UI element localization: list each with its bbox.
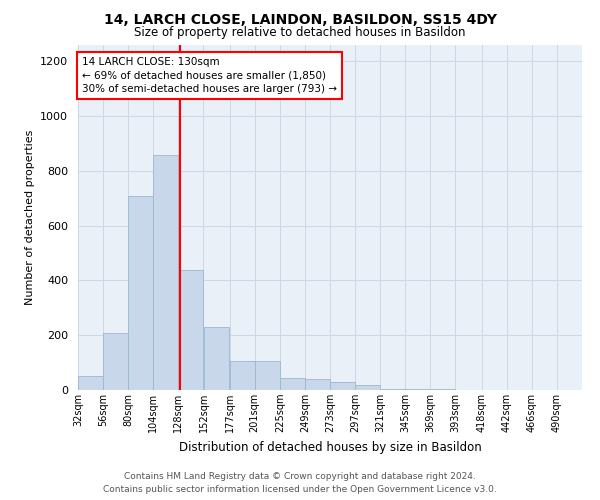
Bar <box>280 378 305 390</box>
X-axis label: Distribution of detached houses by size in Basildon: Distribution of detached houses by size … <box>179 440 481 454</box>
Bar <box>355 384 380 390</box>
Y-axis label: Number of detached properties: Number of detached properties <box>25 130 35 305</box>
Bar <box>380 388 405 390</box>
Text: Contains HM Land Registry data © Crown copyright and database right 2024.
Contai: Contains HM Land Registry data © Crown c… <box>103 472 497 494</box>
Bar <box>406 389 430 390</box>
Bar <box>305 379 330 390</box>
Bar <box>230 361 254 390</box>
Text: 14, LARCH CLOSE, LAINDON, BASILDON, SS15 4DY: 14, LARCH CLOSE, LAINDON, BASILDON, SS15… <box>104 12 497 26</box>
Bar <box>203 327 229 390</box>
Bar <box>128 196 153 390</box>
Bar <box>103 332 128 390</box>
Text: Size of property relative to detached houses in Basildon: Size of property relative to detached ho… <box>134 26 466 39</box>
Bar <box>179 270 203 390</box>
Bar <box>78 376 103 390</box>
Text: 14 LARCH CLOSE: 130sqm
← 69% of detached houses are smaller (1,850)
30% of semi-: 14 LARCH CLOSE: 130sqm ← 69% of detached… <box>82 58 337 94</box>
Bar <box>330 382 355 390</box>
Bar <box>255 361 280 390</box>
Bar <box>154 154 178 390</box>
